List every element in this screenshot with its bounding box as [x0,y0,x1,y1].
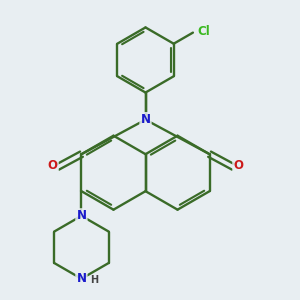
Text: O: O [233,159,243,172]
Text: O: O [48,159,58,172]
Text: N: N [76,272,86,285]
Text: Cl: Cl [198,25,210,38]
Text: H: H [90,275,98,285]
Text: N: N [76,209,86,222]
Text: N: N [140,113,151,126]
